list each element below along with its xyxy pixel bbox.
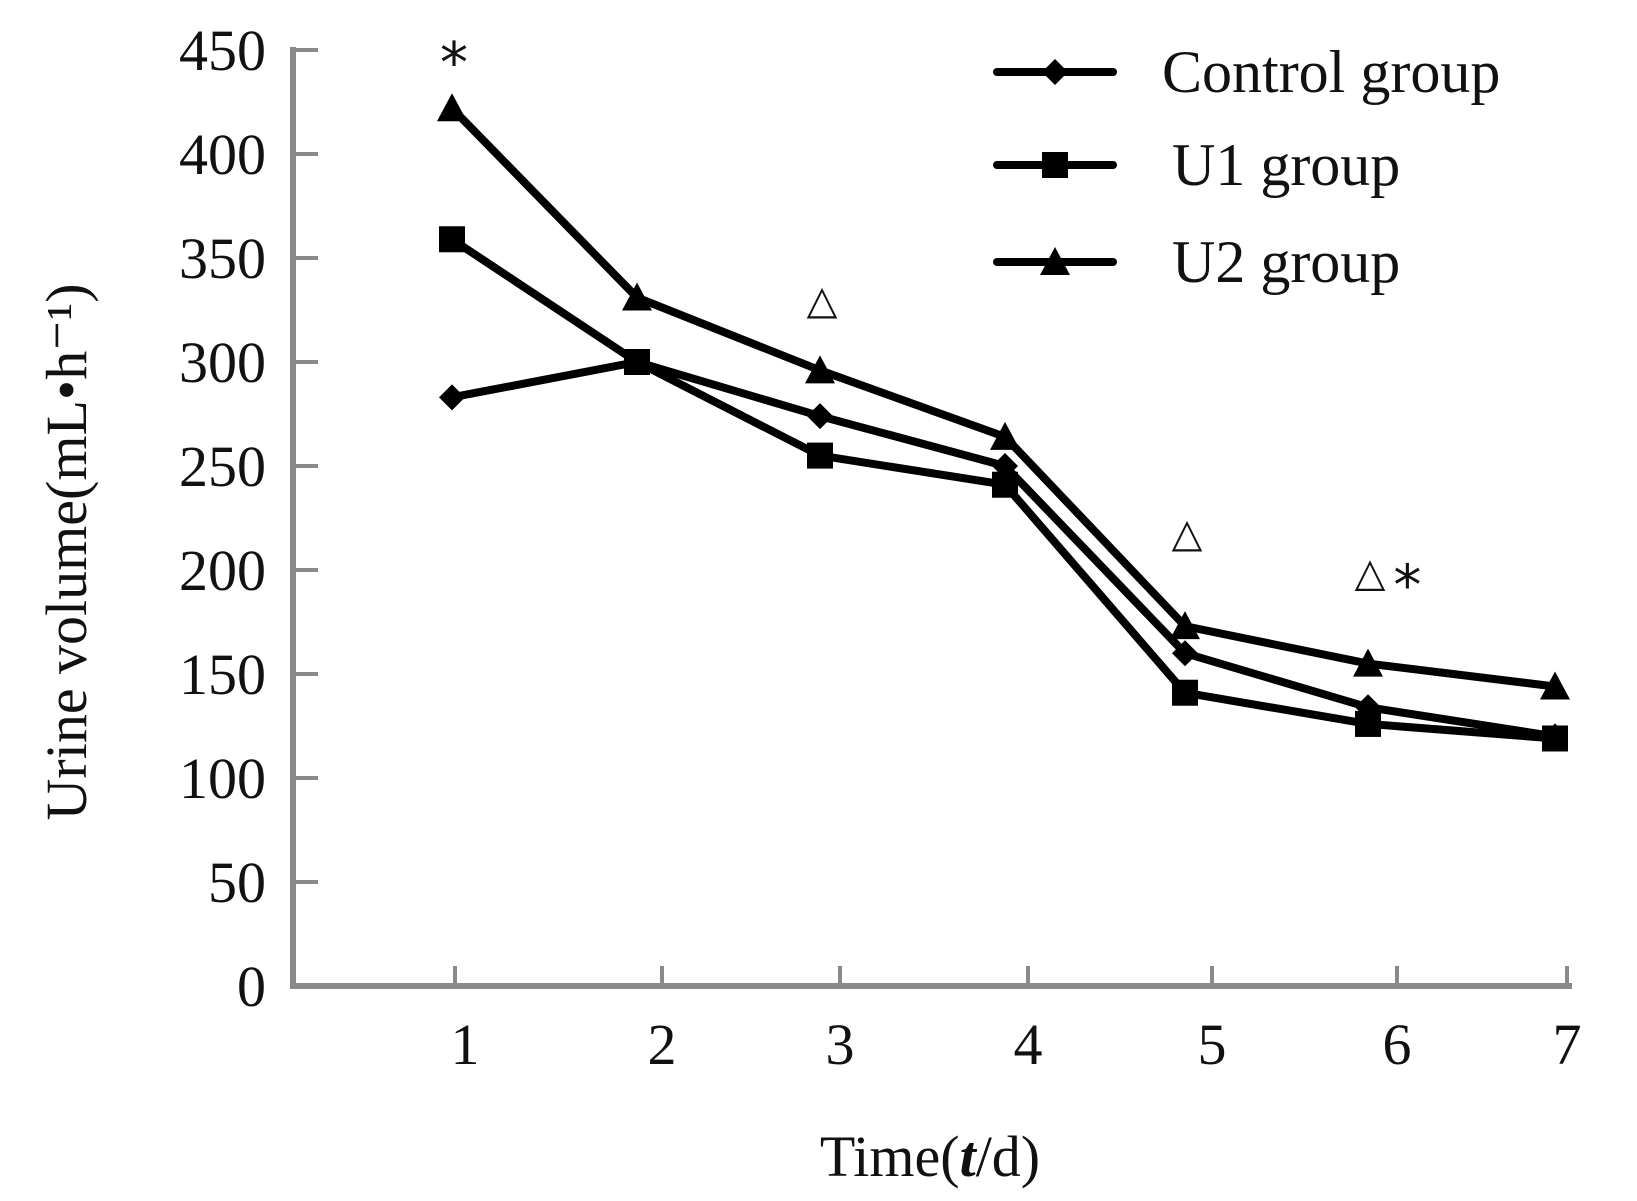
diamond-marker — [807, 403, 833, 430]
series-u1-group — [439, 226, 1568, 752]
legend-item: U2 group — [993, 229, 1400, 295]
legend-item: Control group — [993, 39, 1500, 105]
significance-triangle: △ — [1355, 550, 1386, 596]
y-axis-title: Urine volume(mL•h⁻¹) — [34, 283, 99, 820]
series-control-group — [439, 349, 1568, 750]
y-tick-label: 50 — [208, 850, 266, 915]
square-marker — [1172, 679, 1198, 706]
x-axis-title-suffix: /d) — [976, 1124, 1040, 1189]
x-tick-label: 1 — [451, 1012, 480, 1077]
legend-square-marker — [1042, 152, 1068, 178]
y-tick-label: 150 — [179, 642, 266, 707]
x-tick-label: 5 — [1198, 1012, 1227, 1077]
triangle-marker — [1353, 648, 1383, 677]
series-line — [448, 358, 1559, 741]
square-marker — [439, 226, 465, 253]
x-tick-label: 3 — [826, 1012, 855, 1077]
significance-triangle: △ — [807, 278, 838, 324]
y-tick-label: 200 — [179, 538, 266, 603]
legend-item: U1 group — [993, 132, 1400, 198]
triangle-marker — [1540, 671, 1570, 700]
legend-label: U1 group — [1172, 132, 1400, 198]
series-u2-group — [437, 93, 1570, 700]
square-marker — [624, 349, 650, 375]
legend-triangle-marker — [1040, 247, 1070, 275]
triangle-marker — [990, 421, 1020, 450]
diamond-marker — [439, 384, 465, 411]
x-axis-title: Time(t/d) — [820, 1124, 1040, 1189]
x-tick-label: 4 — [1014, 1012, 1043, 1077]
triangle-marker — [1170, 611, 1200, 640]
y-tick-label: 250 — [179, 434, 266, 499]
square-marker — [1355, 710, 1381, 737]
y-tick-label: 350 — [179, 226, 266, 291]
annotations-layer: *△△△ * — [440, 31, 1421, 618]
y-tick-label: 450 — [179, 18, 266, 83]
legend-label: Control group — [1162, 39, 1500, 105]
x-tick-label: 2 — [648, 1012, 677, 1077]
y-tick-label: 300 — [179, 330, 266, 395]
triangle-marker — [805, 355, 835, 384]
legend-diamond-marker — [1042, 59, 1068, 85]
significance-asterisk: * — [1393, 553, 1421, 618]
y-tick-label: 0 — [237, 954, 266, 1019]
legend-label: U2 group — [1172, 229, 1400, 295]
significance-asterisk: * — [440, 31, 468, 96]
square-marker — [992, 471, 1018, 498]
y-tick-label: 400 — [179, 122, 266, 187]
series-layer — [437, 93, 1570, 752]
x-tick-label: 6 — [1383, 1012, 1412, 1077]
triangle-marker — [437, 93, 467, 122]
significance-triangle: △ — [1172, 511, 1203, 557]
square-marker — [807, 442, 833, 469]
x-axis-ticks: 1 2 3 4 5 6 7 — [451, 966, 1582, 1077]
x-axis-title-prefix: Time( — [820, 1124, 960, 1189]
axes — [290, 47, 1572, 989]
triangle-marker — [622, 282, 652, 311]
y-tick-label: 100 — [179, 746, 266, 811]
y-axis-ticks: 0 50 100 150 200 250 300 350 400 450 — [179, 18, 318, 1019]
x-tick-label: 7 — [1553, 1012, 1582, 1077]
square-marker — [1542, 725, 1568, 752]
x-axis-title-variable: t — [960, 1124, 978, 1189]
legend: Control group U1 group U2 group — [993, 39, 1500, 295]
diamond-marker — [1172, 640, 1198, 667]
